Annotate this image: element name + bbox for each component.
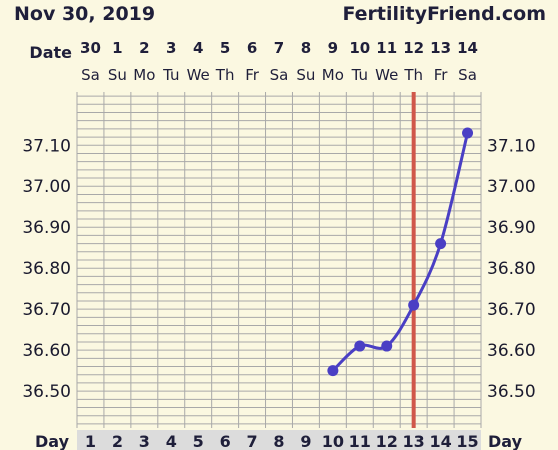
date-label: 10 xyxy=(349,39,370,57)
cycle-day-label: 14 xyxy=(429,432,451,450)
y-tick-label-left: 36.70 xyxy=(22,300,71,320)
cycle-day-label: 8 xyxy=(273,432,284,450)
weekday-label: Th xyxy=(215,66,235,84)
weekday-label: We xyxy=(375,66,398,84)
cycle-day-label: 15 xyxy=(456,432,478,450)
chart-date: Nov 30, 2019 xyxy=(14,3,156,25)
date-label: 6 xyxy=(247,39,257,57)
temperature-point xyxy=(408,299,420,311)
y-tick-label-right: 36.80 xyxy=(487,259,536,279)
cycle-day-label: 12 xyxy=(376,432,398,450)
y-tick-label-left: 36.60 xyxy=(22,341,71,361)
series-group xyxy=(327,127,474,377)
weekday-label: Fr xyxy=(434,66,449,84)
cycle-day-label: 9 xyxy=(300,432,311,450)
y-tick-label-left: 36.80 xyxy=(22,259,71,279)
y-tick-label-right: 36.90 xyxy=(487,218,536,238)
date-label: 5 xyxy=(220,39,230,57)
date-label: 3 xyxy=(166,39,176,57)
grid xyxy=(76,92,482,428)
y-tick-label-left: 37.00 xyxy=(22,177,71,197)
y-tick-label-left: 36.90 xyxy=(22,218,71,238)
date-label: 1 xyxy=(112,39,122,57)
weekday-label: Sa xyxy=(458,66,477,84)
y-tick-label-left: 37.10 xyxy=(22,136,71,156)
temperature-point xyxy=(462,127,474,139)
y-tick-label-right: 37.10 xyxy=(487,136,536,156)
date-label: 13 xyxy=(430,39,451,57)
day-row-label-right: Day xyxy=(488,432,523,450)
temperature-point xyxy=(354,340,366,352)
cycle-day-label: 10 xyxy=(322,432,344,450)
weekday-label: Tu xyxy=(162,66,179,84)
date-label: 11 xyxy=(376,39,397,57)
date-label: 2 xyxy=(139,39,149,57)
weekday-label: Sa xyxy=(81,66,100,84)
labels-group: Date 30 Sa 1 Su 2 Mo 3 Tu 4 We 5 Th 6 Fr 7 Sa 8 Su 9 Mo 10 Tu 1… xyxy=(22,39,536,450)
date-label: 7 xyxy=(274,39,284,57)
temperature-point xyxy=(435,238,447,250)
day-row-label-left: Day xyxy=(35,432,70,450)
weekday-label: Mo xyxy=(133,66,155,84)
date-label: 30 xyxy=(80,39,101,57)
cycle-day-label: 11 xyxy=(349,432,371,450)
cycle-day-label: 5 xyxy=(193,432,204,450)
date-label: 8 xyxy=(301,39,311,57)
date-label: 14 xyxy=(457,39,478,57)
weekday-label: Su xyxy=(108,66,127,84)
site-name: FertilityFriend.com xyxy=(342,3,546,25)
y-tick-label-right: 37.00 xyxy=(487,177,536,197)
y-tick-label-right: 36.60 xyxy=(487,341,536,361)
temperature-point xyxy=(327,365,339,377)
weekday-label: Sa xyxy=(270,66,289,84)
weekday-label: Th xyxy=(403,66,423,84)
cycle-day-label: 7 xyxy=(246,432,257,450)
cycle-day-label: 3 xyxy=(139,432,150,450)
cycle-day-label: 2 xyxy=(112,432,123,450)
weekday-label: Mo xyxy=(322,66,344,84)
cycle-day-label: 13 xyxy=(403,432,425,450)
y-tick-label-right: 36.70 xyxy=(487,300,536,320)
weekday-label: Tu xyxy=(351,66,368,84)
weekday-label: Su xyxy=(296,66,315,84)
date-label: 4 xyxy=(193,39,203,57)
cycle-day-label: 4 xyxy=(166,432,177,450)
day-row-background xyxy=(77,430,481,450)
date-label: 9 xyxy=(328,39,338,57)
weekday-label: Fr xyxy=(245,66,260,84)
y-tick-label-left: 36.50 xyxy=(22,382,71,402)
cycle-day-label: 6 xyxy=(220,432,231,450)
weekday-label: We xyxy=(187,66,210,84)
date-label: 12 xyxy=(403,39,424,57)
date-row-label: Date xyxy=(29,43,72,62)
temperature-point xyxy=(381,340,393,352)
y-tick-label-right: 36.50 xyxy=(487,382,536,402)
cycle-day-label: 1 xyxy=(85,432,96,450)
